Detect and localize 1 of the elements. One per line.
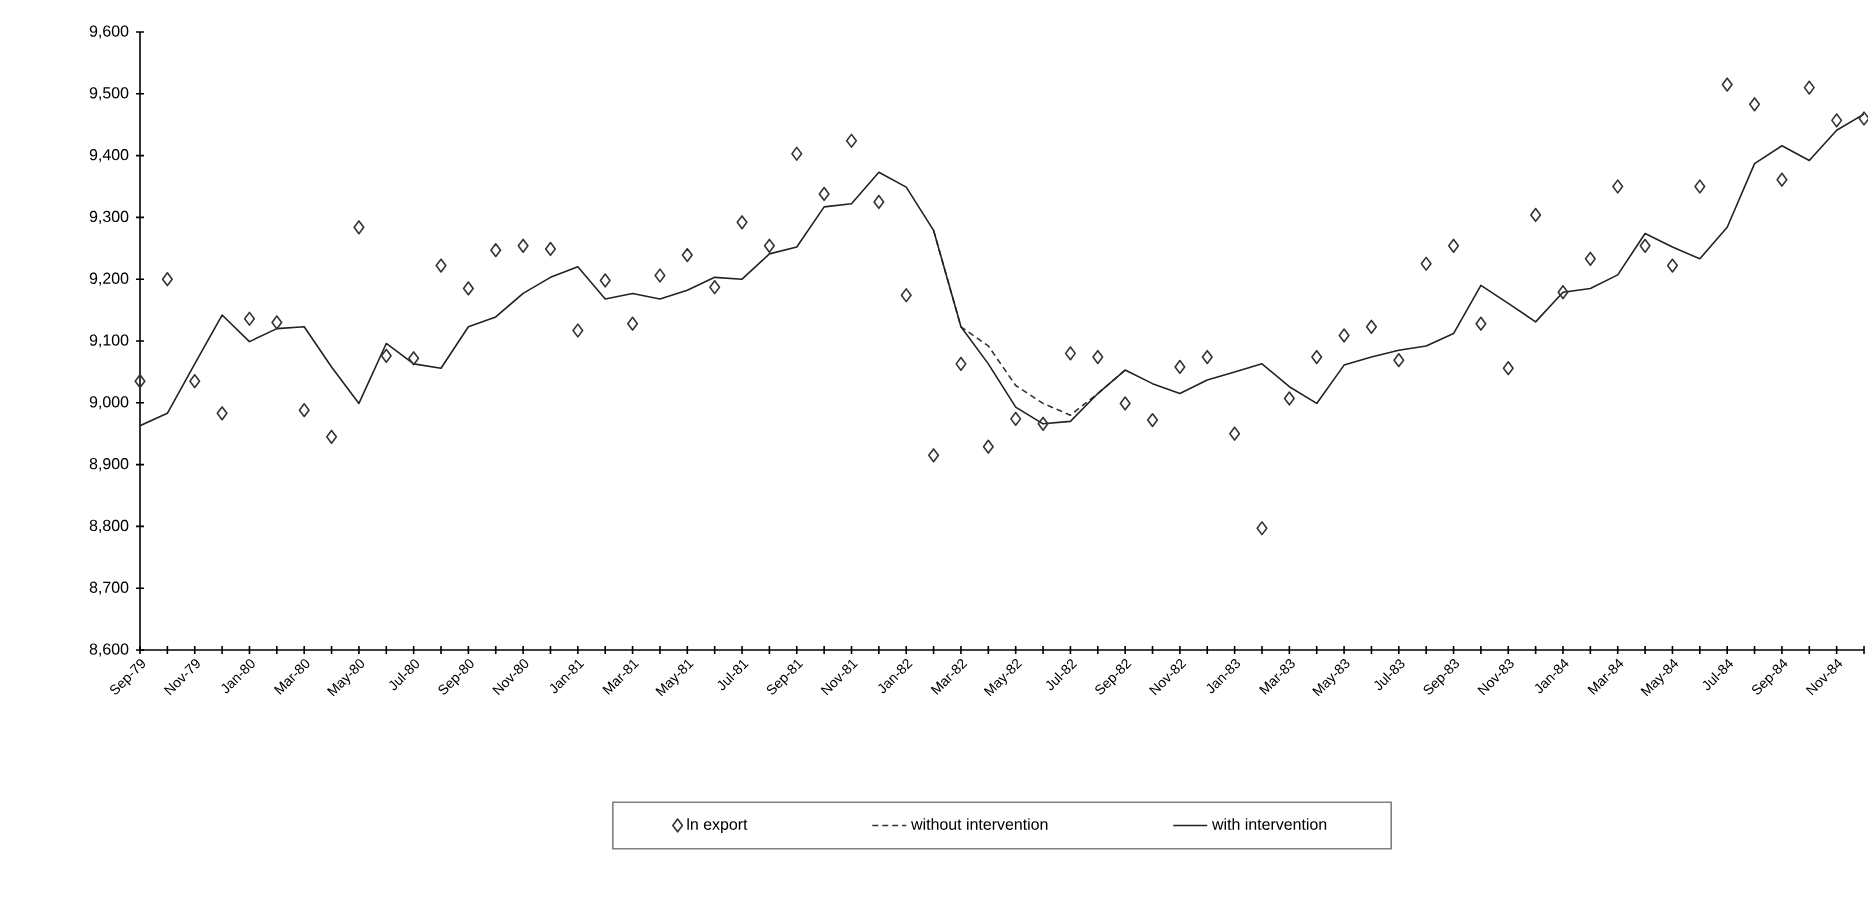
- line-series: [140, 113, 1865, 427]
